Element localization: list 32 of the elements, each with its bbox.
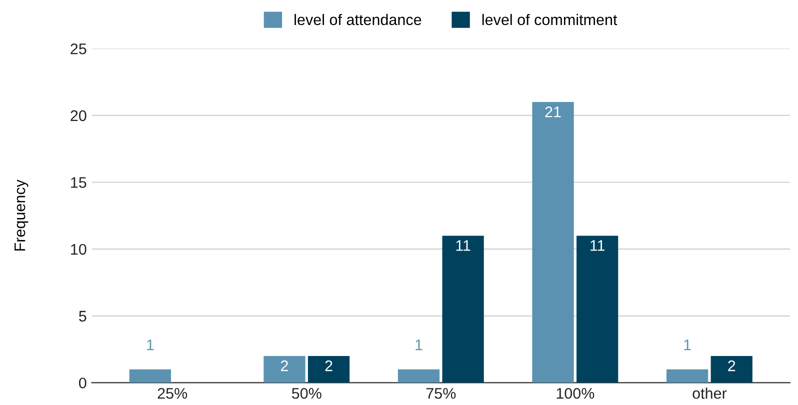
x-tick-label: other: [692, 388, 727, 399]
bar: [129, 369, 171, 383]
y-tick-label: 25: [70, 43, 86, 54]
bar: [442, 236, 484, 383]
bar: [666, 369, 708, 383]
y-tick-label: 10: [71, 244, 86, 255]
data-label: 2: [280, 360, 288, 372]
data-label: 1: [147, 340, 154, 350]
y-tick-label: 15: [71, 177, 86, 188]
bar: [308, 356, 350, 383]
data-label: 21: [545, 106, 561, 118]
data-label: 1: [416, 340, 422, 350]
data-label: 11: [590, 240, 605, 251]
y-tick-label: 5: [79, 310, 86, 322]
x-tick-label: 50%: [292, 388, 322, 399]
data-label: 2: [325, 360, 332, 372]
bar: [264, 356, 306, 383]
y-tick-label: 0: [79, 378, 86, 388]
y-axis-title: Frequency: [14, 180, 28, 250]
data-label: 1: [684, 340, 691, 350]
x-tick-label: 100%: [556, 388, 594, 399]
bar: [710, 356, 752, 383]
y-tick-label: 20: [70, 110, 86, 122]
legend-label: level of commitment: [482, 14, 618, 26]
bar: [576, 236, 618, 383]
bar: [398, 369, 440, 383]
bar: [532, 102, 574, 383]
data-label: 2: [728, 360, 736, 372]
legend-label: level of attendance: [294, 14, 422, 26]
x-tick-label: 25%: [158, 388, 188, 399]
data-label: 11: [456, 240, 470, 251]
x-tick-label: 75%: [426, 388, 456, 399]
